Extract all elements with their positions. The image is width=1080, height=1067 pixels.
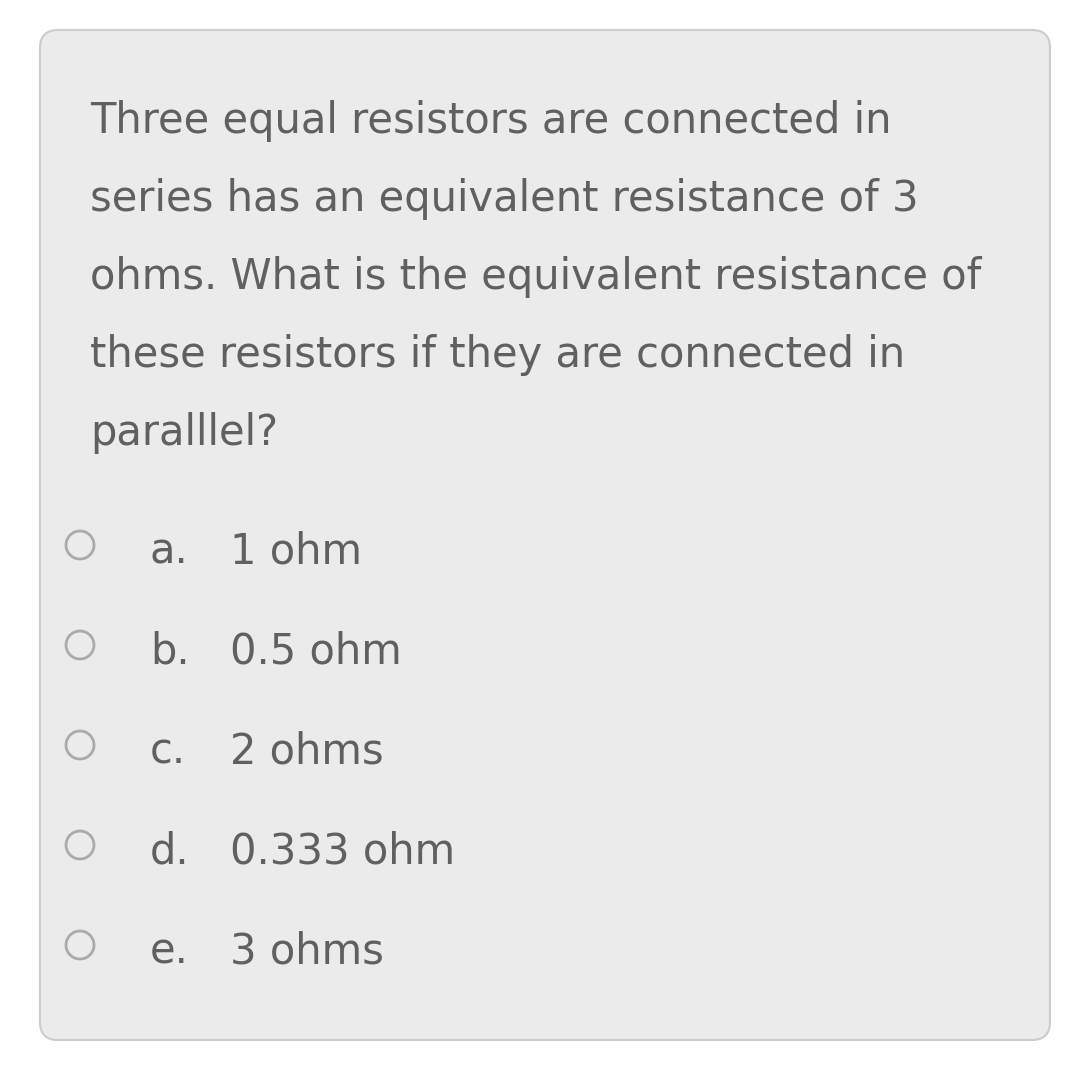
Text: 0.333 ohm: 0.333 ohm: [230, 830, 455, 872]
Text: a.: a.: [150, 530, 189, 572]
Text: these resistors if they are connected in: these resistors if they are connected in: [90, 334, 905, 376]
Text: 2 ohms: 2 ohms: [230, 730, 383, 773]
Text: b.: b.: [150, 630, 190, 672]
Text: ohms. What is the equivalent resistance of: ohms. What is the equivalent resistance …: [90, 256, 982, 298]
Text: paralllel?: paralllel?: [90, 412, 279, 453]
FancyBboxPatch shape: [40, 30, 1050, 1040]
Text: d.: d.: [150, 830, 190, 872]
Text: 3 ohms: 3 ohms: [230, 930, 383, 972]
Text: Three equal resistors are connected in: Three equal resistors are connected in: [90, 100, 891, 142]
Text: c.: c.: [150, 730, 186, 773]
Text: e.: e.: [150, 930, 189, 972]
Text: series has an equivalent resistance of 3: series has an equivalent resistance of 3: [90, 178, 919, 220]
Text: 1 ohm: 1 ohm: [230, 530, 362, 572]
Text: 0.5 ohm: 0.5 ohm: [230, 630, 402, 672]
